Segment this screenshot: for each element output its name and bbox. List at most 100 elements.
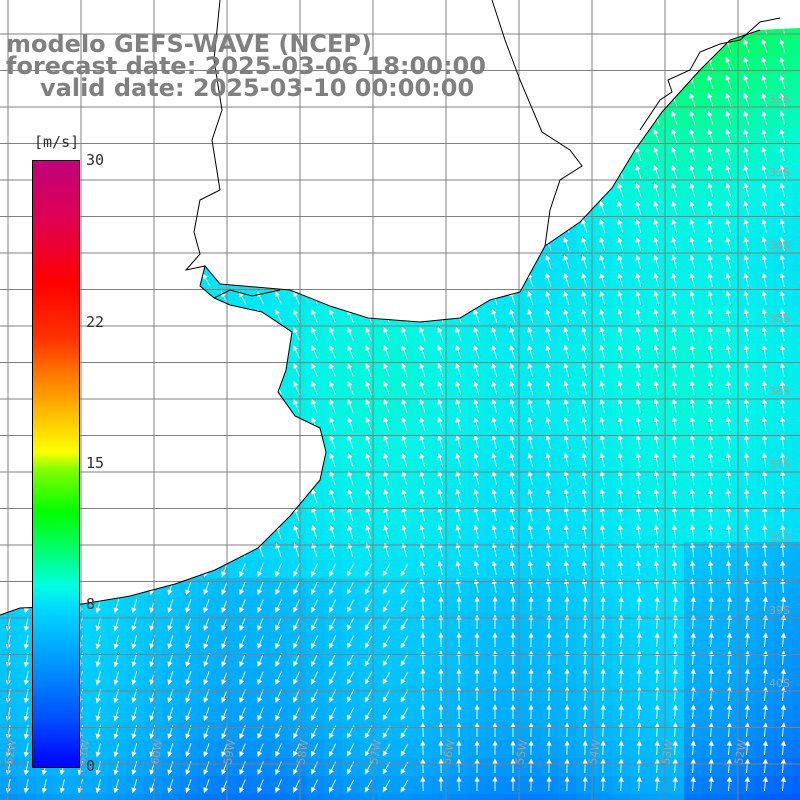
wind-arrow	[654, 776, 660, 792]
title-valid-date: valid date: 2025-03-10 00:00:00	[40, 74, 475, 102]
sea-cell	[792, 776, 800, 795]
sea-cell	[792, 596, 800, 615]
colorbar-tick-30: 30	[86, 151, 105, 169]
sea-cell	[738, 794, 757, 800]
sea-cell	[792, 434, 800, 453]
wind-arrow	[636, 776, 642, 792]
sea-cell	[522, 794, 541, 800]
sea-cell	[792, 182, 800, 201]
colorbar-tick-8: 8	[86, 595, 96, 614]
lat-label: 34S	[769, 239, 790, 252]
sea-cell	[252, 794, 271, 800]
sea-cell	[792, 92, 800, 111]
sea-cell	[792, 632, 800, 651]
sea-cell	[792, 686, 800, 705]
sea-cell	[414, 794, 433, 800]
sea-cell	[792, 758, 800, 777]
sea-cell	[756, 794, 775, 800]
wind-arrow	[618, 668, 624, 684]
sea-cell	[792, 362, 800, 381]
sea-cell	[342, 794, 361, 800]
sea-cell	[792, 56, 800, 75]
sea-cell	[324, 794, 343, 800]
sea-cell	[792, 668, 800, 687]
wind-arrow	[654, 596, 660, 612]
sea-cell	[792, 128, 800, 147]
sea-cell	[792, 254, 800, 273]
wind-arrow	[618, 632, 624, 648]
lat-label: 37S	[769, 458, 790, 471]
sea-cell	[792, 218, 800, 237]
sea-cell	[792, 380, 800, 399]
colorbar-tick-15: 15	[86, 454, 105, 472]
lat-label: 36S	[769, 385, 790, 398]
sea-cell	[540, 794, 559, 800]
wind-arrow	[618, 704, 624, 720]
sea-cell	[396, 794, 415, 800]
sea-cell	[792, 488, 800, 507]
sea-cell	[792, 74, 800, 93]
sea-cell	[720, 794, 739, 800]
sea-cell	[486, 794, 505, 800]
wind-arrow	[654, 758, 660, 774]
sea-cell	[180, 794, 199, 800]
wind-arrow	[636, 596, 642, 612]
sea-cell	[792, 740, 800, 759]
sea-cell	[468, 794, 487, 800]
sea-cell	[288, 794, 307, 800]
sea-cell	[198, 794, 217, 800]
sea-cell	[90, 794, 109, 800]
sea-cell	[126, 794, 145, 800]
sea-cell	[792, 164, 800, 183]
sea-cell	[702, 794, 721, 800]
sea-cell	[0, 794, 19, 800]
sea-cell	[792, 578, 800, 597]
sea-cell	[792, 344, 800, 363]
sea-cell	[666, 794, 685, 800]
wind-arrow	[636, 722, 642, 738]
sea-cell	[594, 794, 613, 800]
sea-cell	[792, 722, 800, 741]
colorbar: [m/s] 30 22 15 8 0	[0, 125, 120, 785]
sea-cell	[108, 794, 127, 800]
sea-cell	[792, 326, 800, 345]
sea-cell	[792, 28, 800, 39]
sea-cell	[630, 794, 649, 800]
sea-cell	[792, 506, 800, 525]
wind-arrow	[618, 758, 624, 774]
sea-cell	[432, 794, 451, 800]
sea-cell	[792, 290, 800, 309]
wind-arrow	[654, 614, 660, 630]
sea-cell	[378, 794, 397, 800]
wind-arrow	[636, 758, 642, 774]
sea-cell	[792, 272, 800, 291]
wind-arrow	[618, 722, 624, 738]
colorbar-tick-22: 22	[86, 312, 105, 331]
sea-cell	[450, 794, 469, 800]
wind-arrow	[780, 578, 786, 594]
sea-cell	[792, 524, 800, 543]
sea-cell	[792, 470, 800, 489]
wind-arrow	[636, 704, 642, 720]
colorbar-tick-0: 0	[86, 757, 96, 775]
sea-cell	[792, 38, 800, 57]
lat-label: 32S	[769, 93, 790, 106]
wind-arrow	[618, 776, 624, 792]
sea-cell	[612, 794, 631, 800]
sea-cell	[792, 452, 800, 471]
lat-label: 39S	[769, 604, 790, 617]
sea-cell	[504, 794, 523, 800]
wind-arrow	[654, 704, 660, 720]
sea-cell	[144, 794, 163, 800]
lat-label: 33S	[769, 166, 790, 179]
sea-cell	[54, 794, 73, 800]
colorbar-gradient	[32, 160, 80, 768]
sea-cell	[792, 614, 800, 633]
sea-cell	[792, 704, 800, 723]
sea-cell	[792, 308, 800, 327]
sea-cell	[774, 28, 793, 39]
wind-arrow	[654, 632, 660, 648]
sea-cell	[792, 542, 800, 561]
wind-arrow	[618, 614, 624, 630]
